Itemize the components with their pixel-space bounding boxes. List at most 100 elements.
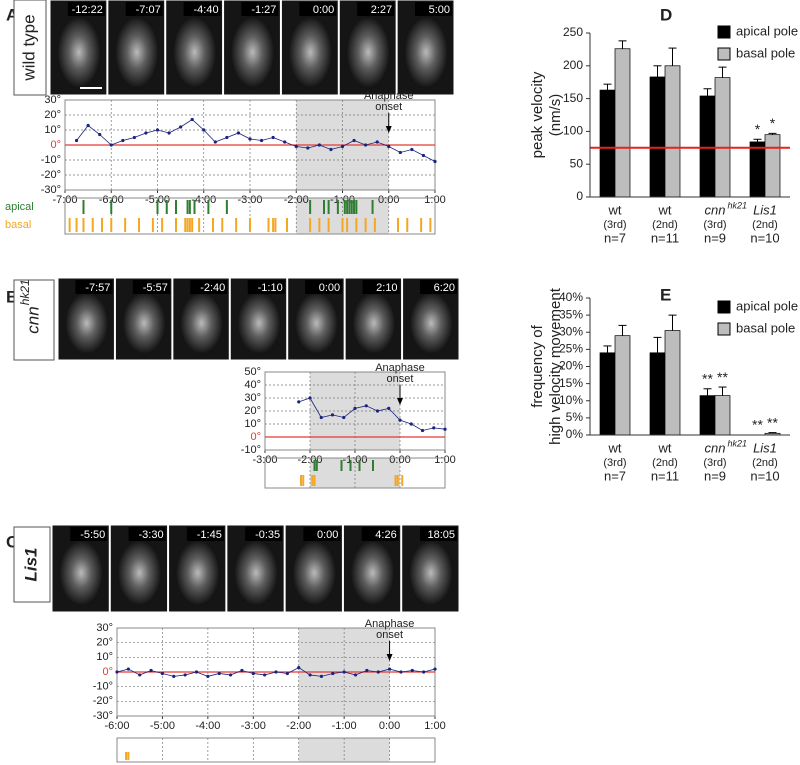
- category-superscript: hk21: [727, 438, 747, 448]
- event-tick: [188, 218, 191, 232]
- angle-point: [387, 406, 391, 410]
- y-tick-label: 10°: [44, 124, 61, 136]
- angle-point: [86, 123, 90, 128]
- genotype-label: wild type: [19, 14, 38, 81]
- x-tick-label: -5:00: [145, 194, 170, 206]
- event-frame: [264, 457, 446, 489]
- y-tick-label: 30°: [96, 622, 113, 634]
- angle-point: [433, 159, 437, 164]
- angle-point: [319, 415, 323, 420]
- event-tick: [364, 218, 367, 232]
- event-tick: [323, 200, 325, 214]
- arrow-head: [397, 398, 403, 405]
- angle-point: [115, 670, 119, 674]
- x-tick-label: 0:00: [379, 720, 400, 732]
- event-tick: [125, 752, 128, 760]
- event-tick: [225, 200, 228, 214]
- event-tick: [191, 218, 194, 232]
- x-tick-label: -6:00: [99, 194, 124, 206]
- genotype-box: [13, 526, 51, 603]
- x-tick-label: -4:00: [195, 720, 220, 732]
- category-n: n=9: [704, 230, 726, 245]
- category-label: wt: [608, 202, 622, 217]
- cell-signal: [122, 291, 166, 355]
- event-tick: [175, 218, 177, 232]
- frame-time: -12:22: [72, 4, 103, 16]
- angle-point: [353, 673, 358, 677]
- event-tick: [124, 218, 127, 232]
- angle-point: [387, 667, 392, 671]
- cell-signal: [64, 291, 109, 355]
- event-tick: [420, 218, 423, 232]
- event-tick: [165, 200, 168, 214]
- angle-point: [263, 673, 267, 677]
- event-tick: [373, 218, 376, 232]
- angle-point: [329, 147, 333, 152]
- event-tick: [313, 460, 316, 471]
- category-label: Lis1: [753, 440, 777, 455]
- y-axis-label: high velocity movement: [547, 287, 564, 445]
- event-tick: [82, 218, 85, 232]
- angle-point: [236, 131, 241, 135]
- angle-point: [155, 128, 160, 132]
- y-tick-label: -10°: [93, 681, 113, 693]
- event-tick: [156, 200, 159, 214]
- y-tick-label: -10°: [241, 444, 261, 456]
- event-tick: [249, 218, 251, 232]
- genotype-label: Lis1: [21, 547, 40, 581]
- x-tick-label: 1:00: [424, 720, 445, 732]
- y-tick-label: 30%: [559, 324, 583, 338]
- y-tick-label: -20°: [41, 169, 61, 181]
- bar: [599, 352, 616, 436]
- y-tick-label: 250: [563, 25, 583, 39]
- category-generation: (2nd): [652, 457, 678, 469]
- frame-time: 0:00: [313, 4, 334, 16]
- angle-point: [319, 674, 324, 679]
- y-tick-label: 35%: [559, 307, 583, 321]
- frame-time: 18:05: [427, 529, 455, 541]
- event-tick: [327, 200, 330, 214]
- cell-signal: [404, 16, 449, 89]
- event-tick: [207, 200, 210, 214]
- genotype-box: [13, 279, 55, 361]
- event-tick: [327, 218, 330, 232]
- angle-point: [259, 138, 264, 143]
- panel-label: D: [660, 5, 672, 24]
- event-tick: [346, 218, 349, 232]
- angle-point: [138, 673, 142, 677]
- angle-point: [399, 670, 403, 674]
- cell-signal: [233, 539, 279, 606]
- category-n: n=10: [750, 230, 779, 245]
- x-tick-label: 0:00: [378, 194, 399, 206]
- event-tick: [151, 218, 154, 232]
- time-label-bg: [190, 280, 228, 294]
- y-tick-label: 30°: [44, 94, 61, 106]
- frame-time: 4:26: [375, 529, 396, 541]
- category-label: wt: [658, 202, 672, 217]
- genotype-label: cnn: [23, 306, 42, 333]
- event-tick: [68, 218, 71, 232]
- legend-label: basal pole: [736, 45, 795, 60]
- significance-mark: **: [752, 417, 763, 433]
- bar: [614, 335, 631, 436]
- category-superscript: hk21: [727, 200, 747, 210]
- category-n: n=10: [750, 468, 779, 483]
- bar: [664, 330, 681, 436]
- legend-swatch: [717, 322, 731, 336]
- event-tick: [274, 218, 277, 232]
- event-tick: [348, 200, 351, 214]
- legend-label: basal pole: [736, 320, 795, 335]
- cell-signal: [346, 16, 391, 89]
- x-tick-label: -2:00: [286, 720, 311, 732]
- angle-point: [398, 150, 402, 155]
- event-tick: [184, 218, 187, 232]
- event-tick: [267, 218, 270, 232]
- angle-point: [352, 138, 356, 143]
- significance-mark: **: [702, 370, 713, 386]
- y-tick-label: 10%: [559, 393, 583, 407]
- event-tick: [212, 218, 214, 232]
- event-tick: [353, 200, 356, 214]
- y-tick-label: 10°: [96, 651, 113, 663]
- cell-signal: [58, 539, 104, 606]
- y-tick-label: 100: [563, 124, 583, 138]
